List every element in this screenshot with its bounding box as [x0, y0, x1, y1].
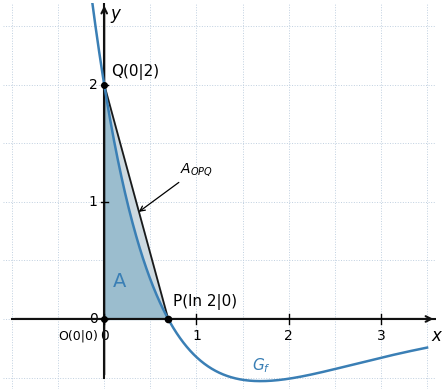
Text: A: A: [113, 272, 127, 291]
Text: Q(0|2): Q(0|2): [111, 64, 159, 80]
Text: 0: 0: [89, 312, 98, 326]
Text: P(ln 2|0): P(ln 2|0): [173, 294, 237, 310]
Text: 1: 1: [89, 195, 98, 209]
Text: $G_f$: $G_f$: [252, 356, 271, 375]
Text: 1: 1: [192, 330, 201, 343]
Text: 0: 0: [100, 330, 109, 343]
Text: 3: 3: [377, 330, 385, 343]
Text: y: y: [111, 5, 121, 23]
Text: $A_{OPQ}$: $A_{OPQ}$: [140, 161, 213, 211]
Text: 2: 2: [89, 78, 98, 92]
Text: x: x: [432, 327, 441, 345]
Text: O(0|0): O(0|0): [58, 330, 98, 343]
Text: 2: 2: [284, 330, 293, 343]
